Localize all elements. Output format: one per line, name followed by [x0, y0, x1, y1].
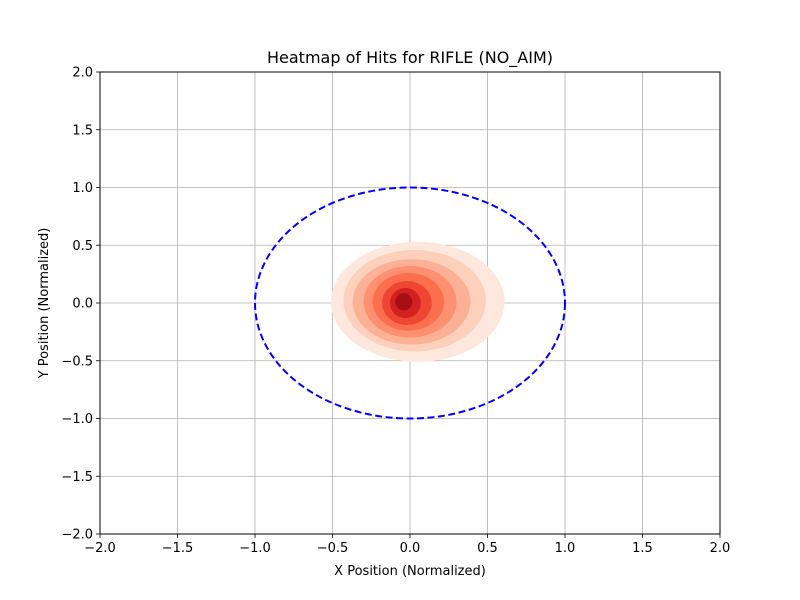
chart-title: Heatmap of Hits for RIFLE (NO_AIM) [267, 48, 553, 68]
x-tick-label: 0.5 [477, 541, 498, 556]
density-contours [330, 241, 505, 362]
y-tick-label: −1.0 [61, 412, 93, 427]
y-axis-label: Y Position (Normalized) [37, 228, 52, 380]
y-tick-label: 1.0 [72, 181, 93, 196]
boundary-circle [254, 186, 566, 420]
x-tick-label: 1.5 [632, 541, 653, 556]
x-tick-label: 1.0 [555, 541, 576, 556]
y-tick-label: 1.5 [72, 123, 93, 138]
x-axis-ticks: −2.0 −1.5 −1.0 −0.5 0.0 0.5 1.0 1.5 2.0 [84, 534, 730, 556]
y-tick-label: −1.5 [61, 470, 93, 485]
x-tick-label: 2.0 [710, 541, 731, 556]
x-tick-label: 0.0 [400, 541, 421, 556]
target-boundary [254, 186, 566, 420]
x-tick-label: −0.5 [317, 541, 349, 556]
density-level-8 [395, 293, 413, 311]
y-tick-label: 2.0 [72, 66, 93, 81]
y-tick-label: −0.5 [61, 354, 93, 369]
x-tick-label: −1.5 [162, 541, 194, 556]
x-tick-label: −1.0 [239, 541, 271, 556]
x-axis-label: X Position (Normalized) [334, 564, 486, 579]
y-tick-label: −2.0 [61, 528, 93, 543]
y-axis-ticks: −2.0 −1.5 −1.0 −0.5 0.0 0.5 1.0 1.5 2.0 [61, 66, 100, 543]
x-tick-label: −2.0 [84, 541, 116, 556]
y-tick-label: 0.5 [72, 239, 93, 254]
y-tick-label: 0.0 [72, 297, 93, 312]
